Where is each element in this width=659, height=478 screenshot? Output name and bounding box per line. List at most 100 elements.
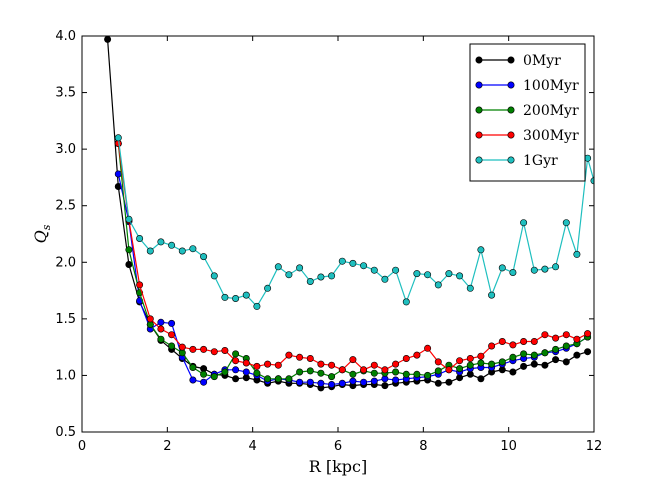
data-point xyxy=(157,318,165,326)
data-point xyxy=(189,345,197,353)
data-point xyxy=(168,331,176,339)
data-point xyxy=(530,337,538,345)
data-point xyxy=(456,272,464,280)
data-point xyxy=(584,348,592,356)
data-point xyxy=(232,375,240,383)
data-point xyxy=(445,270,453,278)
data-point xyxy=(253,302,261,310)
data-point xyxy=(370,361,378,369)
data-point xyxy=(264,360,272,368)
data-point xyxy=(285,351,293,359)
data-point xyxy=(125,260,133,268)
data-point xyxy=(253,362,261,370)
y-tick-label: 2.0 xyxy=(55,255,76,270)
x-tick-label: 8 xyxy=(419,439,427,454)
data-point xyxy=(456,357,464,365)
legend-label: 200Myr xyxy=(523,103,579,119)
data-point xyxy=(509,341,517,349)
legend-entry-0Myr: 0Myr xyxy=(475,53,561,69)
data-point xyxy=(306,354,314,362)
data-point xyxy=(413,370,421,378)
data-point xyxy=(434,281,442,289)
data-point xyxy=(317,369,325,377)
data-point xyxy=(210,373,218,381)
legend-label: 0Myr xyxy=(523,53,561,69)
legend-marker xyxy=(475,56,483,64)
data-point xyxy=(466,354,474,362)
x-tick-label: 12 xyxy=(586,439,603,454)
data-point xyxy=(328,272,336,280)
data-point xyxy=(370,369,378,377)
axis-ticks: 0 2 4 6 8 10 12 0.5 1.0 1.5 2.0 2.5 3.0 3.5 4.0 xyxy=(55,29,602,454)
legend-marker xyxy=(507,106,515,114)
data-point xyxy=(328,361,336,369)
legend: 0Myr 100Myr 200Myr 300Myr 1Gyr xyxy=(469,43,586,182)
y-axis-label: Qs xyxy=(31,224,53,243)
legend-label: 1Gyr xyxy=(523,153,558,169)
data-point xyxy=(274,361,282,369)
data-point xyxy=(189,245,197,253)
data-point xyxy=(253,369,261,377)
data-point xyxy=(232,366,240,374)
legend-marker xyxy=(475,131,483,139)
data-point xyxy=(552,345,560,353)
data-point xyxy=(402,354,410,362)
data-point xyxy=(402,370,410,378)
data-point xyxy=(541,349,549,357)
data-point xyxy=(317,273,325,281)
data-point xyxy=(349,259,357,267)
data-point xyxy=(306,367,314,375)
legend-marker xyxy=(475,81,483,89)
data-point xyxy=(477,246,485,254)
data-point xyxy=(424,371,432,379)
series-line-1Gyr xyxy=(117,137,594,308)
legend-marker xyxy=(507,81,515,89)
data-point xyxy=(210,272,218,280)
data-point xyxy=(189,363,197,371)
data-point xyxy=(413,270,421,278)
data-point xyxy=(317,379,325,387)
y-tick-label: 1.0 xyxy=(55,368,76,383)
legend-entry-300Myr: 300Myr xyxy=(475,128,579,144)
data-point xyxy=(530,351,538,359)
plot-frame xyxy=(81,35,595,433)
data-point xyxy=(392,266,400,274)
data-point xyxy=(125,246,133,254)
data-point xyxy=(168,319,176,327)
data-point xyxy=(328,380,336,388)
data-point xyxy=(338,257,346,265)
data-point xyxy=(562,358,570,366)
data-point xyxy=(424,344,432,352)
data-point xyxy=(498,337,506,345)
data-point xyxy=(424,271,432,279)
data-point xyxy=(498,264,506,272)
data-point xyxy=(274,375,282,383)
legend-marker xyxy=(507,131,515,139)
data-point xyxy=(104,36,112,43)
data-point xyxy=(402,298,410,306)
data-point xyxy=(349,377,357,385)
data-point xyxy=(552,356,560,364)
data-point xyxy=(509,368,517,376)
data-point xyxy=(296,368,304,376)
data-point xyxy=(232,357,240,365)
data-point xyxy=(434,358,442,366)
legend-label: 100Myr xyxy=(523,78,579,94)
y-tick-label: 1.5 xyxy=(55,312,76,327)
data-point xyxy=(584,330,592,338)
data-point xyxy=(338,379,346,387)
data-point xyxy=(392,368,400,376)
data-point xyxy=(136,281,144,289)
data-point xyxy=(306,378,314,386)
legend-marker xyxy=(507,56,515,64)
data-point xyxy=(573,335,581,343)
data-point xyxy=(157,325,165,333)
data-point xyxy=(370,377,378,385)
x-tick-label: 4 xyxy=(249,439,257,454)
data-point xyxy=(285,375,293,383)
data-point xyxy=(541,265,549,273)
data-point xyxy=(562,219,570,227)
data-point xyxy=(466,361,474,369)
data-point xyxy=(488,342,496,350)
series-300Myr xyxy=(114,140,592,374)
